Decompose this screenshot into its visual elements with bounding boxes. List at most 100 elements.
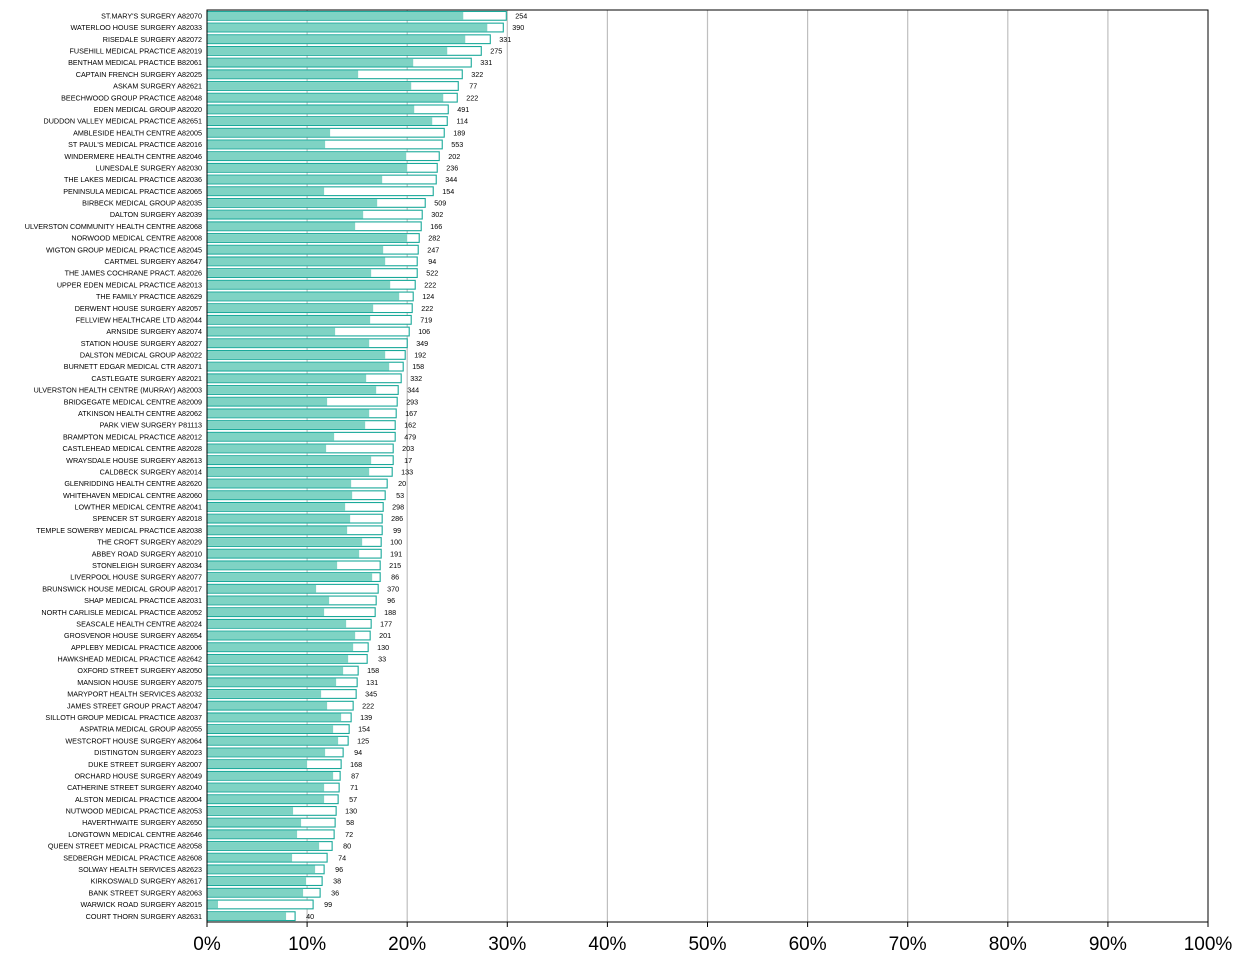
bar-share: [207, 234, 408, 242]
category-label: SPENCER ST SURGERY A82018: [93, 514, 202, 523]
category-label: CATHERINE STREET SURGERY A82040: [67, 783, 202, 792]
category-label: ATKINSON HEALTH CENTRE A82062: [78, 409, 202, 418]
data-label: 192: [414, 351, 426, 360]
data-label: 522: [426, 269, 438, 278]
bar-share: [207, 245, 384, 254]
bar-share: [207, 152, 407, 161]
data-label: 390: [512, 23, 524, 32]
data-label: 154: [358, 725, 370, 734]
data-label: 191: [390, 549, 402, 558]
data-label: 87: [351, 771, 359, 780]
data-label: 293: [406, 397, 418, 406]
category-label: ABBEY ROAD SURGERY A82010: [92, 549, 202, 558]
data-label: 344: [407, 386, 419, 395]
bar-share: [207, 713, 342, 722]
bar-share: [207, 760, 308, 769]
bar-share: [207, 47, 448, 55]
bar-share: [207, 666, 344, 675]
x-tick-label: 90%: [1089, 934, 1127, 955]
category-label: OXFORD STREET SURGERY A82050: [77, 666, 202, 675]
data-label: 331: [480, 58, 492, 67]
bar-share: [207, 771, 334, 780]
bar-share: [207, 327, 336, 336]
bar-share: [207, 257, 386, 266]
category-label: NUTWOOD MEDICAL PRACTICE A82053: [66, 807, 202, 816]
x-tick-label: 50%: [688, 934, 726, 955]
category-label: BRIDGEGATE MEDICAL CENTRE A82009: [64, 397, 202, 406]
x-tick-label: 20%: [388, 934, 426, 955]
x-tick-label: 30%: [488, 934, 526, 955]
data-label: 158: [412, 362, 424, 371]
category-label: RISEDALE SURGERY A82072: [103, 35, 202, 44]
data-label: 131: [366, 678, 378, 687]
data-label: 222: [362, 701, 374, 710]
category-label: SHAP MEDICAL PRACTICE A82031: [84, 596, 202, 605]
data-label: 188: [384, 608, 396, 617]
data-label: 298: [392, 503, 404, 512]
x-axis-ticks: 0% 10% 20% 30% 40% 50% 60% 70% 80% 90% 100%: [193, 922, 1232, 955]
bar-share: [207, 163, 408, 172]
bar-share: [207, 655, 349, 663]
category-label: BEECHWOOD GROUP PRACTICE A82048: [61, 93, 202, 102]
category-label: ARNSIDE SURGERY A82074: [106, 327, 202, 336]
bar-share: [207, 491, 353, 500]
data-label: 99: [324, 900, 332, 909]
bar-share: [207, 315, 371, 324]
bar-share: [207, 128, 331, 137]
bar-share: [207, 783, 325, 792]
category-label: BANK STREET SURGERY A82063: [89, 888, 202, 897]
category-label: TEMPLE SOWERBY MEDICAL PRACTICE A82038: [36, 526, 202, 535]
bar-share: [207, 93, 444, 102]
data-label: 130: [345, 807, 357, 816]
data-label: 236: [446, 163, 458, 172]
bar-share: [207, 678, 337, 687]
data-label: 74: [338, 853, 346, 862]
data-label: 96: [387, 596, 395, 605]
data-label: 203: [402, 444, 414, 453]
bar-share: [207, 82, 412, 90]
x-tick-label: 10%: [288, 934, 326, 955]
category-label: AMBLESIDE HEALTH CENTRE A82005: [73, 128, 202, 137]
data-label: 222: [466, 93, 478, 102]
bar-share: [207, 304, 374, 313]
bar-share: [207, 467, 370, 476]
category-label: THE FAMILY PRACTICE A82629: [96, 292, 202, 301]
category-label: MARYPORT HEALTH SERVICES A82032: [67, 690, 202, 699]
x-tick-label: 80%: [989, 934, 1027, 955]
data-label: 36: [331, 888, 339, 897]
bar-share: [207, 175, 383, 184]
bar-share: [207, 456, 372, 465]
bar-share: [207, 795, 325, 804]
bar-share: [207, 818, 302, 827]
data-label: 154: [442, 187, 454, 196]
data-label: 106: [418, 327, 430, 336]
category-label: EDEN MEDICAL GROUP A82020: [94, 105, 202, 114]
category-label: FUSEHILL MEDICAL PRACTICE A82019: [70, 47, 202, 56]
bar-share: [207, 526, 348, 535]
bar-share: [207, 222, 356, 231]
category-label: NORTH CARLISLE MEDICAL PRACTICE A82052: [41, 608, 202, 617]
data-label: 331: [499, 35, 511, 44]
category-label: WATERLOO HOUSE SURGERY A82033: [70, 23, 202, 32]
data-label: 158: [367, 666, 379, 675]
category-label: STONELEIGH SURGERY A82034: [92, 561, 202, 570]
category-label: WINDERMERE HEALTH CENTRE A82046: [64, 152, 202, 161]
data-label: 275: [490, 47, 502, 56]
category-label: LIVERPOOL HOUSE SURGERY A82077: [70, 573, 202, 582]
data-label: 17: [404, 456, 412, 465]
bar-share: [207, 807, 294, 815]
bar-share: [207, 584, 317, 593]
category-label: KIRKOSWALD SURGERY A82617: [91, 877, 202, 886]
gridlines: [306, 10, 1109, 922]
category-label: SEASCALE HEALTH CENTRE A82024: [76, 619, 202, 628]
data-label: 94: [428, 257, 436, 266]
category-label: MANSION HOUSE SURGERY A82075: [77, 678, 202, 687]
data-label: 332: [410, 374, 422, 383]
bar-share: [207, 573, 373, 581]
x-tick-label: 100%: [1184, 934, 1233, 955]
category-label: THE LAKES MEDICAL PRACTICE A82036: [64, 175, 202, 184]
category-label: DUKE STREET SURGERY A82007: [88, 760, 202, 769]
plot-frame: [206, 9, 1209, 923]
bar-share: [207, 280, 391, 289]
data-label: 254: [515, 11, 527, 20]
